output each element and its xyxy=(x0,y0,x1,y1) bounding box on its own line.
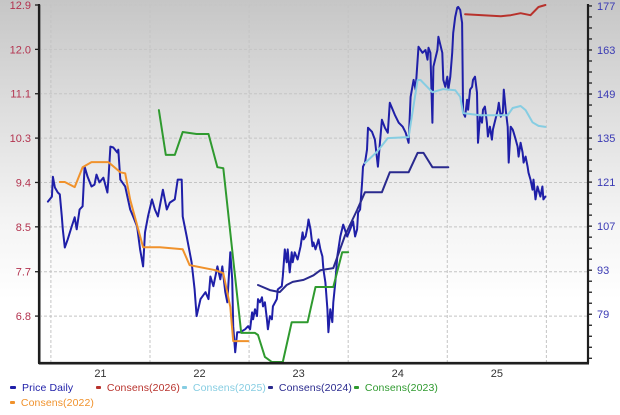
series-line-consens-2024 xyxy=(257,151,450,294)
x-axis-tick-label: 25 xyxy=(491,368,503,380)
legend-marker-icon xyxy=(96,386,101,389)
legend-item-consens-2024[interactable]: Consens(2024) xyxy=(266,380,352,395)
legend-label: Consens(2025) xyxy=(192,381,266,394)
right-axis-tick-label: 121 xyxy=(597,177,615,189)
left-axis-tick-label: 11.1 xyxy=(10,89,31,101)
right-axis-tick-label: 177 xyxy=(597,1,615,13)
left-axis-tick-label: 6.8 xyxy=(16,311,31,323)
legend-label: Consens(2024) xyxy=(278,381,352,394)
right-axis-labels: 177 163 149 135 121 107 93 79 xyxy=(588,1,615,359)
legend-label: Consens(2026) xyxy=(106,381,180,394)
chart-legend: Price Daily Consens(2026) Consens(2025) … xyxy=(8,380,438,410)
right-axis-tick-label: 149 xyxy=(597,89,615,101)
series-line-consens-2026 xyxy=(464,4,547,18)
left-axis-tick-label: 10.3 xyxy=(10,133,31,145)
series-line-consens-2025 xyxy=(364,79,547,165)
right-axis-tick-label: 163 xyxy=(597,45,615,57)
legend-marker-icon xyxy=(354,386,359,389)
legend-item-consens-2025[interactable]: Consens(2025) xyxy=(180,380,266,395)
plot-series xyxy=(46,4,547,363)
legend-marker-icon xyxy=(268,386,273,389)
legend-label: Price Daily xyxy=(22,381,74,394)
left-axis-labels: 12.9 12.0 11.1 10.3 9.4 8.5 7.7 6.8 xyxy=(10,0,39,323)
x-axis-tick-label: 21 xyxy=(94,368,106,380)
right-axis-tick-label: 79 xyxy=(597,309,609,321)
gridlines xyxy=(39,4,588,363)
right-axis-tick-label: 107 xyxy=(597,221,615,233)
legend-marker-icon xyxy=(10,401,15,404)
x-axis-tick-label: 23 xyxy=(293,368,305,380)
series-line-consens-2023 xyxy=(157,109,350,363)
legend-item-consens-2022[interactable]: Consens(2022) xyxy=(8,395,94,410)
left-axis-tick-label: 12.9 xyxy=(10,0,31,12)
legend-item-consens-2023[interactable]: Consens(2023) xyxy=(352,380,438,395)
legend-marker-icon xyxy=(182,386,187,389)
x-axis-tick-label: 24 xyxy=(392,368,404,380)
legend-item-consens-2026[interactable]: Consens(2026) xyxy=(94,380,180,395)
legend-marker-icon xyxy=(10,386,16,389)
left-axis-tick-label: 9.4 xyxy=(16,177,31,189)
legend-item-price-daily[interactable]: Price Daily xyxy=(8,380,94,395)
right-axis-tick-label: 135 xyxy=(597,133,615,145)
left-axis-tick-label: 12.0 xyxy=(10,44,31,56)
series-line-consens-2022 xyxy=(58,161,250,343)
x-axis-tick-label: 22 xyxy=(193,368,205,380)
legend-label: Consens(2022) xyxy=(20,396,94,409)
x-axis-labels: 21 22 23 24 25 xyxy=(94,368,503,380)
right-axis-tick-label: 93 xyxy=(597,265,609,277)
price-consensus-chart: 12.9 12.0 11.1 10.3 9.4 8.5 7.7 6.8 177 163 149 135… xyxy=(10,0,616,380)
series-line-price-daily xyxy=(46,5,547,354)
axes xyxy=(37,4,590,365)
legend-label: Consens(2023) xyxy=(364,381,438,394)
left-axis-tick-label: 7.7 xyxy=(16,267,31,279)
left-axis-tick-label: 8.5 xyxy=(16,222,31,234)
